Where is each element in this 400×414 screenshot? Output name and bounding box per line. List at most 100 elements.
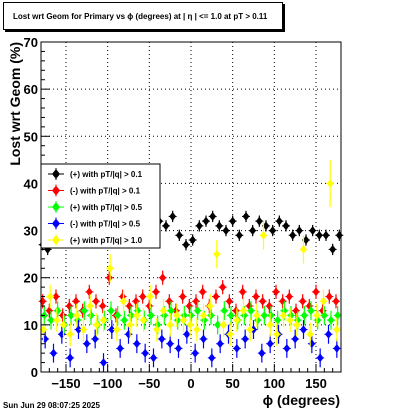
y-tick-label: 60 — [24, 82, 38, 97]
data-point — [133, 339, 141, 349]
data-point — [216, 339, 224, 349]
data-point — [193, 325, 201, 334]
x-tick-label: 0 — [187, 376, 194, 391]
data-point — [173, 311, 181, 320]
data-point — [222, 226, 230, 235]
data-point — [225, 296, 233, 306]
data-point — [313, 311, 321, 320]
data-point — [147, 311, 155, 320]
data-point — [67, 311, 75, 320]
data-point — [108, 325, 116, 334]
data-point — [47, 315, 55, 325]
data-point — [93, 320, 101, 330]
data-point — [116, 344, 124, 353]
data-point — [253, 311, 261, 320]
data-point — [159, 273, 167, 283]
data-point — [125, 301, 133, 311]
data-point — [322, 230, 330, 240]
data-point — [329, 245, 337, 254]
data-point — [107, 306, 115, 316]
data-point — [299, 296, 307, 306]
data-point — [152, 287, 160, 297]
data-point — [325, 292, 333, 301]
data-point — [92, 296, 100, 306]
legend-label: (-) with pT/|q| > 0.5 — [70, 220, 141, 229]
data-point — [309, 226, 317, 235]
data-point — [169, 212, 177, 221]
legend-label: (-) with pT/|q| > 0.1 — [70, 187, 141, 196]
data-point — [146, 292, 154, 301]
data-point — [209, 212, 217, 221]
data-point — [75, 325, 82, 334]
data-point — [273, 329, 281, 339]
data-point — [85, 287, 93, 297]
data-point — [245, 301, 253, 311]
data-point — [182, 240, 190, 250]
axes: −150 −100 −50 0 50 100 150 0 10 20 30 40 50 60 70 — [24, 35, 342, 391]
data-point — [126, 320, 134, 330]
data-point — [99, 301, 107, 311]
data-point — [191, 348, 199, 358]
data-point — [235, 230, 243, 240]
data-point — [140, 315, 147, 325]
data-point — [179, 292, 187, 301]
data-point — [280, 311, 287, 320]
data-point — [119, 292, 127, 301]
data-point — [113, 325, 121, 334]
data-point — [58, 329, 66, 339]
data-point — [134, 306, 142, 316]
data-point — [295, 226, 303, 235]
y-tick-label: 70 — [24, 35, 38, 50]
legend-marker — [52, 218, 60, 229]
legend: (+) with pT/|q| > 0.1 (-) with pT/|q| > 0… — [40, 163, 161, 249]
data-point — [83, 339, 91, 349]
data-point — [106, 263, 114, 273]
data-point — [125, 329, 132, 339]
data-point — [80, 325, 87, 334]
data-point — [260, 311, 268, 320]
data-point — [275, 216, 283, 226]
data-point — [332, 296, 340, 306]
data-point — [274, 315, 282, 325]
data-point — [302, 235, 310, 245]
data-point — [334, 311, 342, 320]
data-point — [66, 353, 74, 363]
data-point — [300, 311, 308, 320]
legend-marker — [52, 235, 60, 245]
data-point — [207, 311, 215, 320]
data-point — [199, 287, 207, 297]
data-point — [114, 311, 122, 320]
data-point — [189, 235, 197, 245]
series-5 — [39, 159, 341, 347]
data-point — [186, 320, 194, 330]
data-point — [160, 306, 167, 316]
data-point — [259, 296, 267, 306]
data-point — [233, 344, 241, 353]
data-point — [287, 311, 295, 320]
legend-label: (+) with pT/|q| > 0.1 — [70, 170, 143, 179]
data-point — [158, 334, 166, 344]
legend-box — [40, 163, 161, 249]
data-point — [145, 301, 153, 311]
data-point — [195, 221, 203, 231]
data-point — [183, 329, 191, 339]
data-point — [308, 339, 316, 349]
data-point — [300, 325, 307, 334]
data-point — [213, 249, 221, 259]
data-point — [200, 311, 207, 320]
data-point — [320, 296, 327, 306]
data-point — [306, 329, 314, 339]
data-point — [266, 320, 274, 330]
data-point — [39, 296, 47, 306]
data-point — [252, 292, 260, 301]
data-point — [206, 301, 214, 311]
data-point — [46, 292, 54, 301]
data-point — [41, 334, 49, 344]
data-point — [282, 221, 290, 231]
data-point — [65, 301, 73, 311]
y-axis-title: Lost wrt Geom (%) — [7, 42, 23, 166]
data-point — [255, 216, 263, 226]
chart-title: Lost wrt Geom for Primary vs ϕ (degrees)… — [13, 12, 268, 21]
data-point — [40, 325, 47, 334]
data-point — [291, 334, 299, 344]
